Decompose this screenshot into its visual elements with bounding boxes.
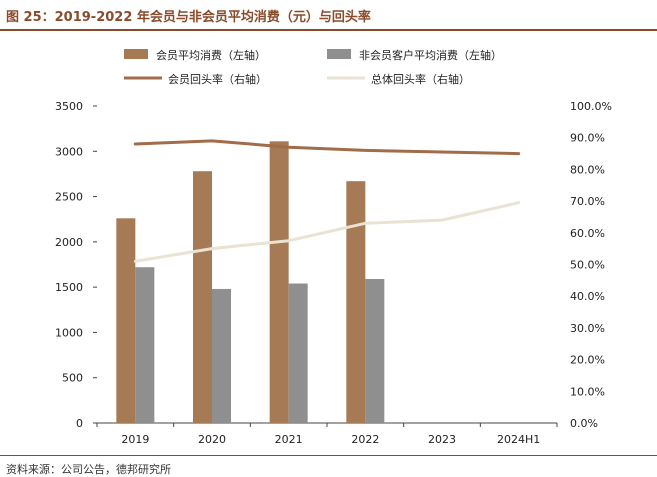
y-right-tick-label: 70.0% (570, 195, 605, 208)
axes (93, 105, 558, 427)
y-left-tick-label: 1500 (55, 281, 83, 294)
line-member-return-rate (133, 139, 521, 156)
y-left-tick-label: 2500 (55, 191, 83, 204)
x-tick-label: 2019 (121, 433, 149, 446)
y-left-tick-label: 3000 (55, 145, 83, 158)
y-left-tick-label: 2000 (55, 236, 83, 249)
legend-label: 会员回头率（右轴） (168, 72, 267, 86)
x-tick-label: 2023 (428, 433, 456, 446)
bar-nonmember-spend (135, 267, 155, 423)
x-tick-label: 2022 (351, 433, 379, 446)
y-left-tick-label: 3500 (55, 100, 83, 113)
bars (116, 141, 385, 423)
source-note: 资料来源：公司公告，德邦研究所 (6, 463, 171, 476)
y-right-tick-label: 0.0% (570, 417, 598, 430)
bar-member-spend (269, 141, 289, 423)
y-right-tick-label: 50.0% (570, 259, 605, 272)
y-left-tick-label: 500 (62, 372, 83, 385)
figure-title: 图 25：2019-2022 年会员与非会员平均消费（元）与回头率 (6, 10, 371, 25)
bar-nonmember-spend (212, 288, 231, 423)
legend-label: 会员平均消费（左轴） (156, 48, 266, 62)
bar-member-spend (116, 218, 136, 423)
line-overall-return-rate (133, 201, 521, 263)
y-right-tick-label: 40.0% (570, 290, 605, 303)
legend-label: 非会员客户平均消费（左轴） (359, 48, 502, 62)
y-right-tick-label: 90.0% (570, 132, 605, 145)
legend-swatch (327, 49, 351, 59)
y-left-tick-label: 1000 (55, 326, 83, 339)
y-right-tick-label: 80.0% (570, 163, 605, 176)
y-right-tick-label: 60.0% (570, 227, 605, 240)
bar-member-spend (346, 181, 366, 423)
x-tick-label: 2020 (198, 433, 226, 446)
legend-swatch (124, 49, 148, 59)
legend-label: 总体回头率（右轴） (371, 72, 470, 86)
bar-nonmember-spend (365, 278, 385, 423)
y-left-tick-label: 0 (76, 417, 83, 430)
x-tick-label: 2021 (275, 433, 303, 446)
tick-labels: 0 500 1000 1500 2000 2500 3000 3500 0.0% 10.0% 20.… (55, 100, 612, 446)
y-right-tick-label: 20.0% (570, 354, 605, 367)
title-divider (0, 29, 657, 31)
bar-member-spend (193, 171, 212, 423)
legend: 会员平均消费（左轴） 非会员客户平均消费（左轴） 会员回头率（右轴） 总体回头率（右轴… (124, 48, 502, 86)
y-right-tick-label: 100.0% (570, 100, 612, 113)
y-right-tick-label: 10.0% (570, 385, 605, 398)
bar-nonmember-spend (288, 283, 308, 423)
x-tick-label: 2024H1 (497, 433, 540, 446)
lines (133, 139, 521, 263)
bottom-divider (0, 455, 657, 456)
y-right-tick-label: 30.0% (570, 322, 605, 335)
